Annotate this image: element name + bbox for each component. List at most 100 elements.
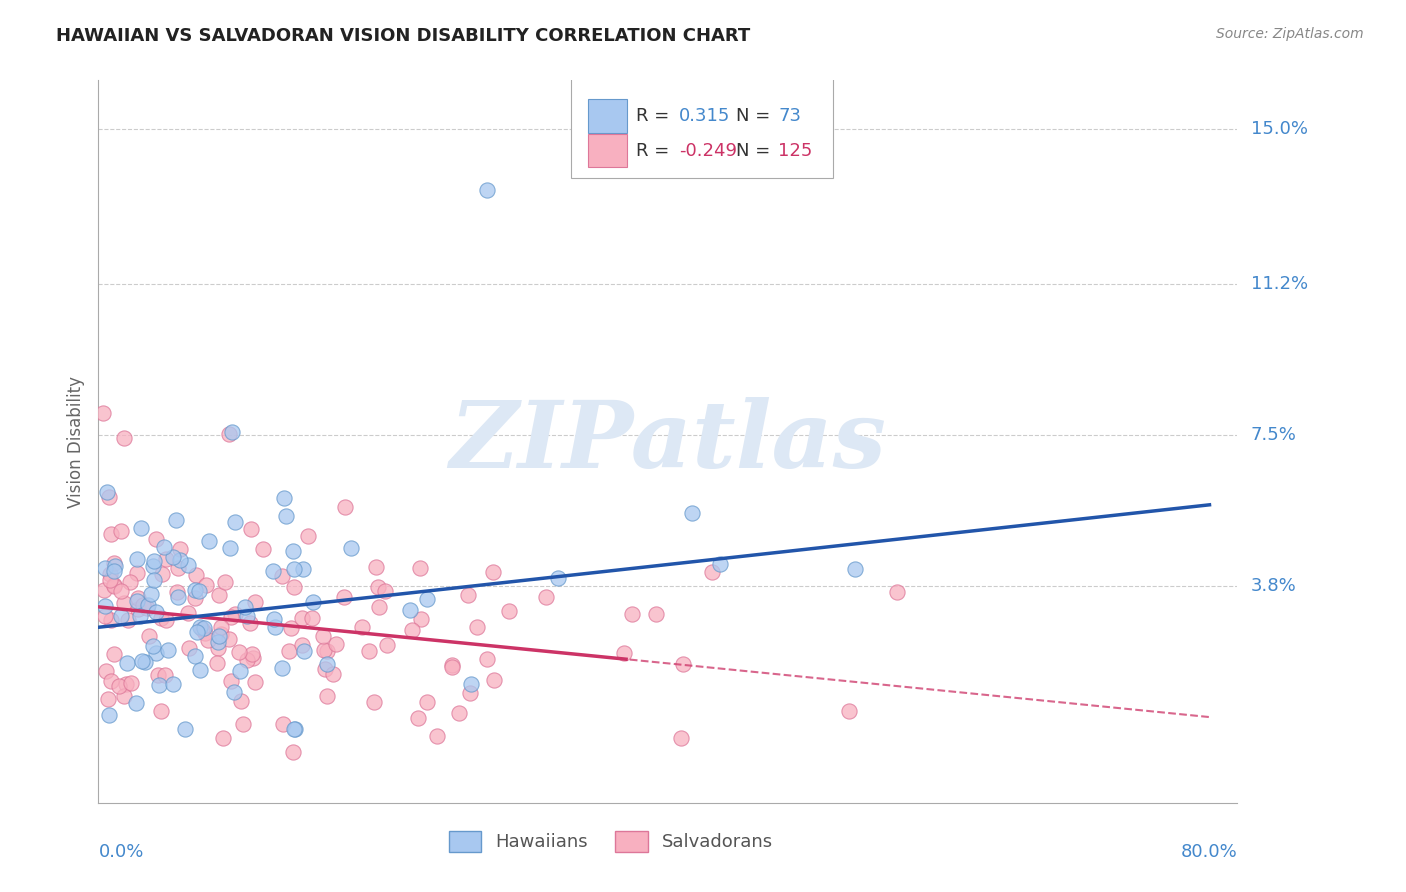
Point <box>281 745 304 759</box>
Point <box>174 723 197 737</box>
Point <box>367 580 389 594</box>
Point <box>534 591 557 605</box>
Point <box>322 666 344 681</box>
Point <box>143 554 166 568</box>
Point <box>149 704 172 718</box>
Point <box>100 614 122 628</box>
Y-axis label: Vision Disability: Vision Disability <box>66 376 84 508</box>
Point <box>359 644 381 658</box>
Point <box>120 676 142 690</box>
Point <box>214 575 236 590</box>
Point <box>179 640 201 655</box>
Point <box>221 425 243 439</box>
Point <box>314 662 336 676</box>
Point <box>153 540 176 554</box>
Point <box>97 691 120 706</box>
Point <box>94 665 117 679</box>
Point <box>229 665 252 679</box>
Point <box>292 562 315 576</box>
Point <box>139 587 162 601</box>
Point <box>312 643 335 657</box>
Point <box>94 599 117 614</box>
Point <box>240 647 263 661</box>
Text: 11.2%: 11.2% <box>1251 276 1308 293</box>
Point <box>482 565 505 579</box>
Point <box>447 706 470 720</box>
Point <box>153 668 176 682</box>
Point <box>235 600 257 615</box>
Point <box>283 562 305 576</box>
Point <box>127 601 149 615</box>
Point <box>138 629 160 643</box>
Point <box>110 524 132 538</box>
Point <box>100 527 122 541</box>
Point <box>270 568 292 582</box>
Point <box>186 567 208 582</box>
Point <box>162 676 184 690</box>
Point <box>709 558 731 572</box>
Point <box>112 596 135 610</box>
Point <box>166 591 188 605</box>
Point <box>118 575 141 590</box>
Point <box>125 552 148 566</box>
Point <box>363 695 385 709</box>
Point <box>155 552 177 566</box>
Point <box>207 640 229 655</box>
Point <box>100 573 122 587</box>
Text: 0.315: 0.315 <box>679 107 731 125</box>
Point <box>325 637 347 651</box>
Point <box>252 542 274 557</box>
Point <box>145 533 167 547</box>
Point <box>291 638 314 652</box>
Point <box>236 609 259 624</box>
Point <box>302 595 325 609</box>
Point <box>165 513 187 527</box>
Point <box>273 716 295 731</box>
Point <box>103 577 125 591</box>
Point <box>844 562 866 576</box>
Text: HAWAIIAN VS SALVADORAN VISION DISABILITY CORRELATION CHART: HAWAIIAN VS SALVADORAN VISION DISABILITY… <box>56 27 751 45</box>
Point <box>150 567 173 582</box>
Point <box>301 610 323 624</box>
Point <box>219 610 242 624</box>
Point <box>460 677 482 691</box>
Point <box>103 556 125 570</box>
Point <box>183 591 205 605</box>
Point <box>333 590 356 604</box>
Point <box>142 639 165 653</box>
Point <box>134 655 156 669</box>
Text: R =: R = <box>636 142 669 160</box>
Point <box>475 651 498 665</box>
Point <box>188 620 211 634</box>
Point <box>169 542 191 557</box>
Point <box>129 521 152 535</box>
Point <box>364 560 387 574</box>
Point <box>457 587 479 601</box>
Text: ZIPatlas: ZIPatlas <box>450 397 886 486</box>
Point <box>229 694 252 708</box>
FancyBboxPatch shape <box>588 134 627 168</box>
Point <box>112 689 135 703</box>
Point <box>98 566 121 581</box>
Point <box>243 595 266 609</box>
Point <box>208 629 231 643</box>
Point <box>283 580 305 594</box>
Point <box>284 723 307 737</box>
Point <box>224 685 246 699</box>
Point <box>209 627 232 641</box>
Point <box>197 633 219 648</box>
Point <box>148 668 170 682</box>
Point <box>440 659 463 673</box>
Point <box>193 621 215 635</box>
Text: Source: ZipAtlas.com: Source: ZipAtlas.com <box>1216 27 1364 41</box>
Point <box>620 607 643 621</box>
Point <box>117 613 139 627</box>
Point <box>132 599 155 613</box>
Point <box>184 649 207 664</box>
Point <box>242 651 264 665</box>
Point <box>125 566 148 580</box>
Point <box>209 620 232 634</box>
Point <box>221 674 243 689</box>
Point <box>280 621 302 635</box>
Point <box>103 579 125 593</box>
